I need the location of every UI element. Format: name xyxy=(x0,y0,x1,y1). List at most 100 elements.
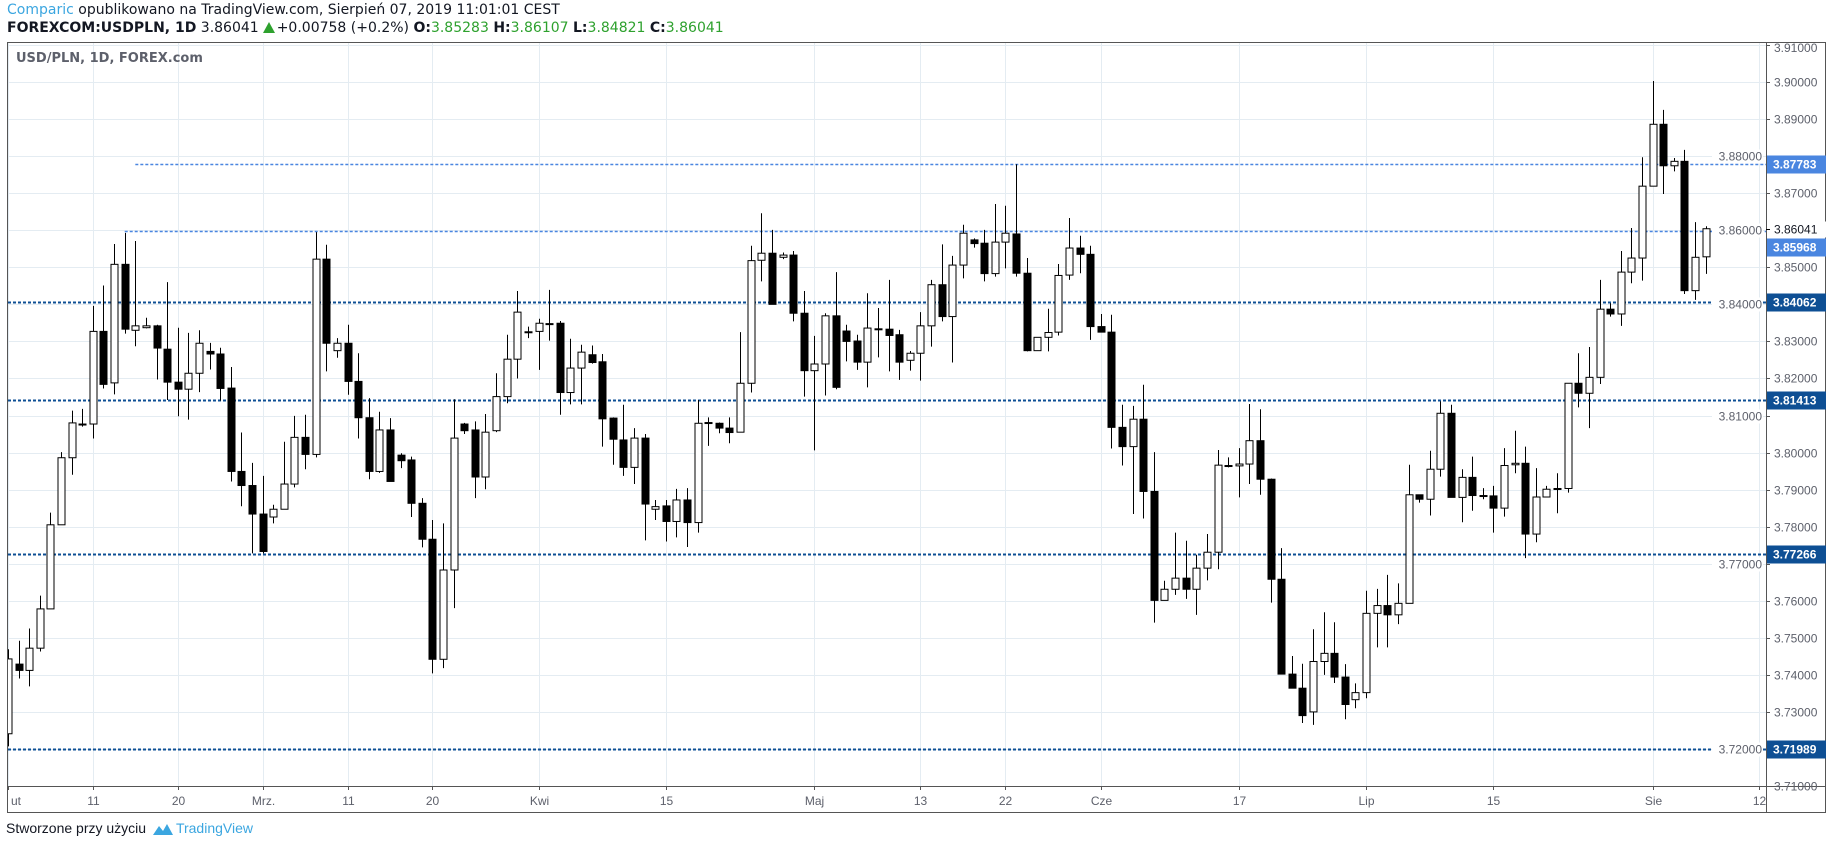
candle[interactable] xyxy=(1585,346,1594,429)
candle[interactable] xyxy=(1107,314,1116,449)
candle[interactable] xyxy=(57,452,66,526)
candle[interactable] xyxy=(460,422,469,435)
candle[interactable] xyxy=(906,351,915,371)
candle[interactable] xyxy=(535,318,544,370)
candle[interactable] xyxy=(1405,464,1414,604)
candle[interactable] xyxy=(1564,382,1573,493)
candle[interactable] xyxy=(1702,226,1711,274)
candle[interactable] xyxy=(1160,580,1169,601)
candle[interactable] xyxy=(1298,663,1307,724)
candle[interactable] xyxy=(1627,228,1636,284)
candle[interactable] xyxy=(1171,532,1180,595)
candle[interactable] xyxy=(715,422,724,434)
candle[interactable] xyxy=(1320,612,1329,675)
candle[interactable] xyxy=(1139,384,1148,519)
candle[interactable] xyxy=(1436,401,1445,477)
candle[interactable] xyxy=(1023,258,1032,352)
candle[interactable] xyxy=(1426,450,1435,516)
candle[interactable] xyxy=(121,232,130,334)
candle[interactable] xyxy=(1214,449,1223,570)
candle[interactable] xyxy=(15,640,24,679)
candle[interactable] xyxy=(1288,655,1297,689)
time-axis[interactable]: ut 11 20 Mrz. 11 20 Kwi 15 Maj 13 22 Cze 17 Lip 15 Sie 1… xyxy=(8,786,1767,808)
candle[interactable] xyxy=(333,338,342,358)
candle[interactable] xyxy=(1574,353,1583,408)
candle[interactable] xyxy=(481,414,490,490)
candle[interactable] xyxy=(588,345,597,364)
candle[interactable] xyxy=(1192,554,1201,615)
candle[interactable] xyxy=(1489,485,1498,533)
candle[interactable] xyxy=(938,244,947,322)
candle[interactable] xyxy=(428,519,437,674)
candle[interactable] xyxy=(725,417,734,444)
candle[interactable] xyxy=(1617,250,1626,326)
candle[interactable] xyxy=(195,330,204,393)
candle[interactable] xyxy=(1659,109,1668,194)
candle[interactable] xyxy=(736,332,745,433)
candle[interactable] xyxy=(1001,205,1010,269)
candle[interactable] xyxy=(757,213,766,282)
candle[interactable] xyxy=(25,628,34,687)
candle[interactable] xyxy=(1691,222,1700,300)
candle[interactable] xyxy=(1649,80,1658,187)
candle[interactable] xyxy=(832,272,841,390)
candle[interactable] xyxy=(672,488,681,538)
price-axis[interactable]: 3.91000 3.90000 3.89000 3.88000 3.87000 3.860… xyxy=(1712,41,1818,794)
candle[interactable] xyxy=(503,334,512,404)
candle[interactable] xyxy=(651,499,660,520)
candle[interactable] xyxy=(1267,478,1276,603)
candle[interactable] xyxy=(1012,164,1021,277)
candle[interactable] xyxy=(630,428,639,485)
candle[interactable] xyxy=(322,244,331,372)
candle[interactable] xyxy=(747,245,756,393)
candle[interactable] xyxy=(153,324,162,380)
candle[interactable] xyxy=(524,326,533,339)
candle[interactable] xyxy=(248,462,257,554)
candle[interactable] xyxy=(184,332,193,420)
candle[interactable] xyxy=(1500,448,1509,517)
candle[interactable] xyxy=(280,441,289,510)
candle[interactable] xyxy=(842,324,851,362)
candle[interactable] xyxy=(397,453,406,469)
candle[interactable] xyxy=(46,512,55,610)
candle[interactable] xyxy=(810,335,819,451)
candle[interactable] xyxy=(1235,448,1244,498)
candle[interactable] xyxy=(1245,404,1254,485)
candle[interactable] xyxy=(566,338,575,405)
candle[interactable] xyxy=(694,399,703,533)
candle[interactable] xyxy=(662,499,671,542)
candle[interactable] xyxy=(800,291,809,397)
candle[interactable] xyxy=(1224,457,1233,468)
candle[interactable] xyxy=(301,414,310,470)
candle[interactable] xyxy=(1054,263,1063,336)
candle[interactable] xyxy=(89,305,98,439)
candle[interactable] xyxy=(1033,336,1042,352)
candle[interactable] xyxy=(1542,485,1551,498)
candle[interactable] xyxy=(1150,452,1159,623)
candle[interactable] xyxy=(1129,405,1138,515)
candle[interactable] xyxy=(948,255,957,363)
candle[interactable] xyxy=(365,398,374,480)
candle[interactable] xyxy=(1680,149,1689,294)
candle[interactable] xyxy=(237,432,246,507)
candle[interactable] xyxy=(779,252,788,260)
candle[interactable] xyxy=(1532,468,1541,543)
candle[interactable] xyxy=(375,411,384,473)
candle[interactable] xyxy=(545,289,554,341)
candle[interactable] xyxy=(1086,245,1095,340)
candle[interactable] xyxy=(1182,540,1191,599)
candle[interactable] xyxy=(609,417,618,465)
candle[interactable] xyxy=(980,229,989,282)
candle[interactable] xyxy=(216,347,225,401)
candle[interactable] xyxy=(1330,622,1339,684)
candle[interactable] xyxy=(1203,534,1212,581)
candle[interactable] xyxy=(1521,446,1530,559)
candle[interactable] xyxy=(863,293,872,388)
candle[interactable] xyxy=(227,366,236,482)
candle[interactable] xyxy=(895,329,904,380)
candle[interactable] xyxy=(1670,158,1679,172)
candle[interactable] xyxy=(853,334,862,370)
candle[interactable] xyxy=(1596,279,1605,385)
candle[interactable] xyxy=(1256,409,1265,495)
